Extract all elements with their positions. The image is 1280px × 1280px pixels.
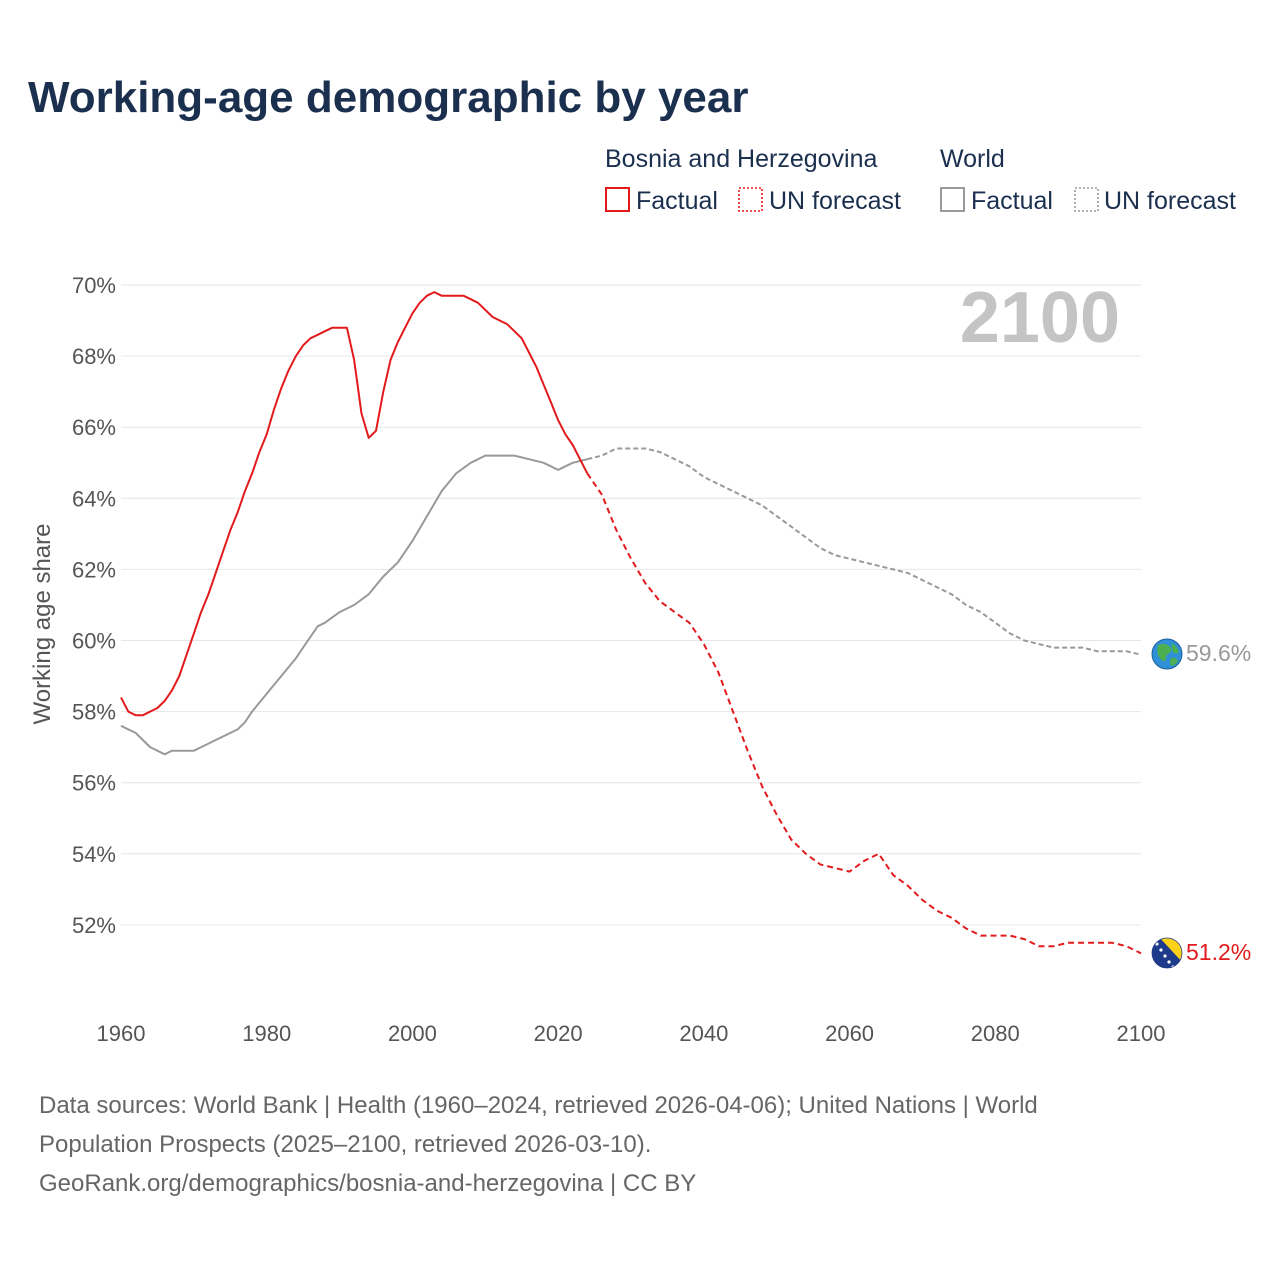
x-tick-label: 1980 xyxy=(242,1021,291,1046)
legend-group-bih: Bosnia and Herzegovina xyxy=(605,145,877,173)
x-tick-label: 2000 xyxy=(388,1021,437,1046)
y-tick-label: 52% xyxy=(72,913,116,938)
bih-end-value: 51.2% xyxy=(1186,939,1251,965)
bih-factual-line xyxy=(120,291,589,717)
y-tick-label: 68% xyxy=(72,344,116,369)
legend-label-world-forecast: UN forecast xyxy=(1104,187,1236,215)
x-tick-label: 2100 xyxy=(1117,1021,1166,1046)
x-tick-label: 2060 xyxy=(825,1021,874,1046)
y-axis-ticks: 52% 54% 56% 58% 60% 62% 64% 66% 68% 70% xyxy=(72,273,116,938)
y-tick-label: 62% xyxy=(72,557,116,582)
x-tick-label: 2020 xyxy=(534,1021,583,1046)
legend-label-bih-forecast: UN forecast xyxy=(769,187,901,215)
chart-title: Working-age demographic by year xyxy=(28,73,748,122)
legend-swatch-world-forecast xyxy=(1074,187,1099,212)
footer-link[interactable]: GeoRank.org/demographics/bosnia-and-herz… xyxy=(39,1170,696,1197)
world-end-marker: 59.6% xyxy=(1151,638,1251,670)
legend-label-bih-factual: Factual xyxy=(636,187,718,215)
footer-sources-line2: Population Prospects (2025–2100, retriev… xyxy=(39,1131,651,1158)
legend-swatch-bih-factual xyxy=(605,187,630,212)
x-tick-label: 1960 xyxy=(97,1021,146,1046)
x-tick-label: 2040 xyxy=(679,1021,728,1046)
y-tick-label: 60% xyxy=(72,629,116,654)
gridlines xyxy=(121,284,1141,926)
x-axis-ticks: 1960 1980 2000 2020 2040 2060 2080 2100 xyxy=(97,1021,1166,1046)
y-tick-label: 66% xyxy=(72,415,116,440)
x-tick-label: 2080 xyxy=(971,1021,1020,1046)
legend-swatch-world-factual xyxy=(940,187,965,212)
y-tick-label: 58% xyxy=(72,700,116,725)
legend: Bosnia and Herzegovina Factual UN foreca… xyxy=(605,145,1236,215)
legend-label-world-factual: Factual xyxy=(971,187,1053,215)
world-factual-line xyxy=(120,454,588,756)
y-tick-label: 56% xyxy=(72,771,116,796)
bih-forecast-line xyxy=(586,472,1142,955)
y-tick-label: 54% xyxy=(72,842,116,867)
world-end-value: 59.6% xyxy=(1186,640,1251,666)
y-axis-label: Working age share xyxy=(29,524,56,725)
legend-swatch-bih-forecast xyxy=(738,187,763,212)
world-forecast-line xyxy=(587,447,1142,656)
watermark-year: 2100 xyxy=(960,278,1120,358)
legend-group-world: World xyxy=(940,145,1005,173)
bosnia-flag-icon xyxy=(1151,937,1183,969)
bih-end-marker: 51.2% xyxy=(1151,937,1251,969)
globe-icon xyxy=(1151,638,1183,670)
y-tick-label: 64% xyxy=(72,486,116,511)
y-tick-label: 70% xyxy=(72,273,116,298)
footer-sources-line1: Data sources: World Bank | Health (1960–… xyxy=(39,1092,1038,1119)
series-lines xyxy=(120,291,1142,955)
